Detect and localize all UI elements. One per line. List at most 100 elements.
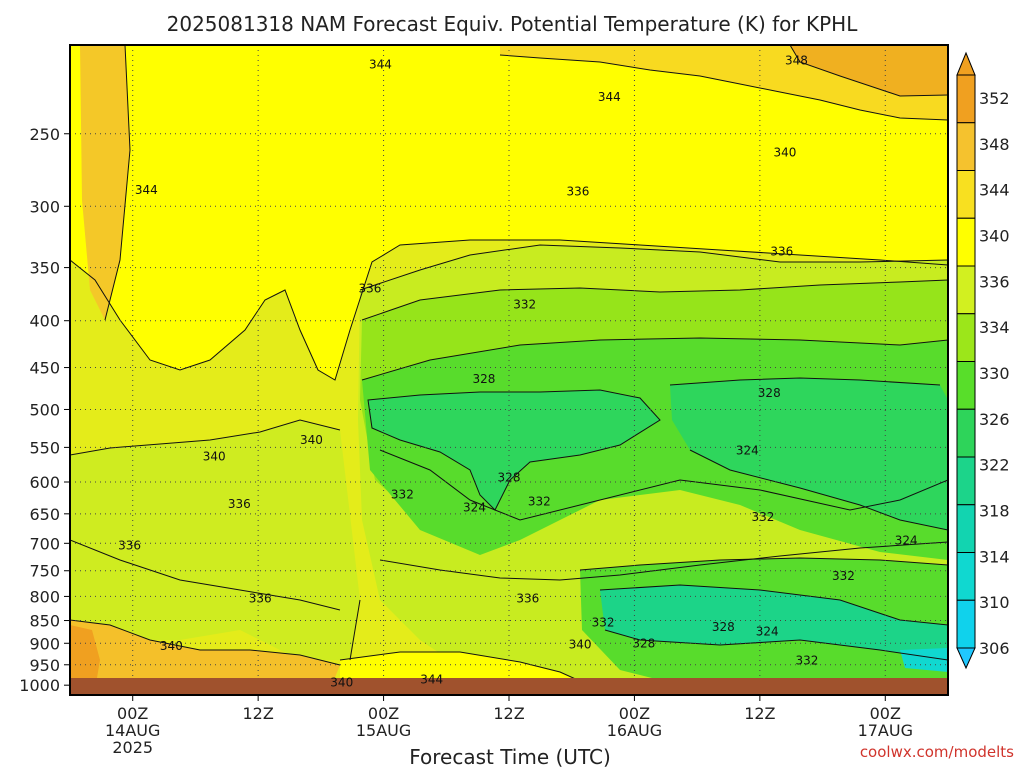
contour-label: 336 [118, 539, 141, 553]
x-tick-label: 00Z [619, 704, 650, 723]
contour-label: 332 [832, 569, 855, 583]
band-teal-left [368, 390, 660, 510]
credit-text[interactable]: coolwx.com/modelts [860, 743, 1014, 761]
colorbar-label: 352 [979, 89, 1010, 108]
x-tick-label: 00Z [870, 704, 901, 723]
x-tick-label: 14AUG [105, 721, 160, 740]
band-teal-right [670, 378, 948, 530]
contour-label: 336 [516, 591, 539, 605]
contour-label: 336 [228, 497, 251, 511]
y-tick-label: 800 [29, 587, 60, 606]
contour-label: 340 [569, 638, 592, 652]
contour-label: 328 [712, 620, 735, 634]
y-tick-label: 950 [29, 656, 60, 675]
contour-label: 344 [369, 57, 392, 71]
y-tick-label: 750 [29, 562, 60, 581]
colorbar-label: 306 [979, 639, 1010, 658]
colorbar-label: 310 [979, 593, 1010, 612]
colorbar-segment [956, 74, 976, 124]
colorbar-segment [956, 361, 976, 410]
colorbar-label: 348 [979, 135, 1010, 154]
contour-label: 344 [420, 673, 443, 687]
colorbar-label: 344 [979, 181, 1010, 200]
y-tick-label: 1000 [19, 676, 60, 695]
band-upper-yellow [70, 45, 948, 380]
colorbar-label: 334 [979, 318, 1010, 337]
contour-label: 332 [592, 615, 615, 629]
colorbar-label: 330 [979, 364, 1010, 383]
y-tick-label: 400 [29, 312, 60, 331]
contour-label: 344 [598, 90, 621, 104]
contour-label: 324 [756, 625, 779, 639]
colorbar-segment [956, 504, 976, 553]
colorbar-segment [956, 313, 976, 362]
contour-label: 328 [758, 386, 781, 400]
x-tick-label: 12Z [744, 704, 775, 723]
y-axis: 250 300 350 400 450 500 550 600 650 700 750 800 850 9… [19, 125, 70, 695]
x-tick-label: 00Z [117, 704, 148, 723]
band-orange-bottom [70, 625, 100, 690]
contour-label: 340 [330, 675, 353, 689]
colorbar-top-arrow [956, 51, 976, 76]
contour-label: 324 [895, 533, 918, 547]
y-tick-label: 850 [29, 612, 60, 631]
colorbar-label: 322 [979, 456, 1010, 475]
contour-label: 340 [300, 433, 323, 447]
x-tick-label: 12Z [242, 704, 273, 723]
colorbar-label: 326 [979, 410, 1010, 429]
x-tick-label: 00Z [368, 704, 399, 723]
y-tick-label: 250 [29, 125, 60, 144]
y-tick-label: 550 [29, 438, 60, 457]
contour-label: 332 [528, 494, 551, 508]
contour-label: 332 [513, 297, 536, 311]
colorbar-label: 314 [979, 547, 1010, 566]
plot-area [70, 45, 948, 695]
band-orange-top [790, 45, 948, 96]
band-low-teal [600, 585, 948, 660]
colorbar-label: 340 [979, 227, 1010, 246]
x-tick-label: 17AUG [858, 721, 913, 740]
y-tick-label: 600 [29, 473, 60, 492]
grid-lines [70, 45, 948, 695]
contour-label: 344 [135, 183, 158, 197]
contour-label: 332 [795, 654, 818, 668]
y-tick-label: 650 [29, 505, 60, 524]
colorbar-bottom-arrow [956, 647, 976, 670]
contour-label: 328 [498, 470, 521, 484]
contour-label: 324 [736, 443, 759, 457]
contour-label: 328 [472, 372, 495, 386]
colorbar-segment [956, 217, 976, 267]
contour-label: 336 [249, 591, 272, 605]
colorbar-segment [956, 170, 976, 219]
contour-label: 332 [752, 510, 775, 524]
ground-strip [70, 678, 948, 695]
band-warm-bottom-left [70, 620, 340, 690]
colorbar-label: 336 [979, 272, 1010, 291]
contour-label: 340 [203, 450, 226, 464]
y-tick-label: 700 [29, 534, 60, 553]
contour-label: 340 [773, 145, 796, 159]
y-tick-label: 450 [29, 359, 60, 378]
colorbar-segment [956, 552, 976, 601]
x-tick-label: 15AUG [356, 721, 411, 740]
y-tick-label: 500 [29, 400, 60, 419]
colorbar-label: 318 [979, 502, 1010, 521]
contour-label: 332 [391, 487, 414, 501]
contour-label: 324 [463, 501, 486, 515]
contour-lines [70, 45, 948, 691]
colorbar-segment [956, 265, 976, 315]
contour-label: 336 [567, 184, 590, 198]
contour-label: 340 [160, 639, 183, 653]
colorbar-segment [956, 456, 976, 506]
y-tick-label: 900 [29, 634, 60, 653]
x-tick-label: 2025 [112, 738, 153, 757]
colorbar: 352 348 344 340 336 334 330 326 322 318 314 310 306 [956, 51, 1010, 670]
contour-label: 348 [785, 54, 808, 68]
contour-label: 336 [770, 244, 793, 258]
contour-label: 336 [359, 282, 382, 296]
band-left-green [70, 420, 360, 660]
y-tick-label: 300 [29, 197, 60, 216]
